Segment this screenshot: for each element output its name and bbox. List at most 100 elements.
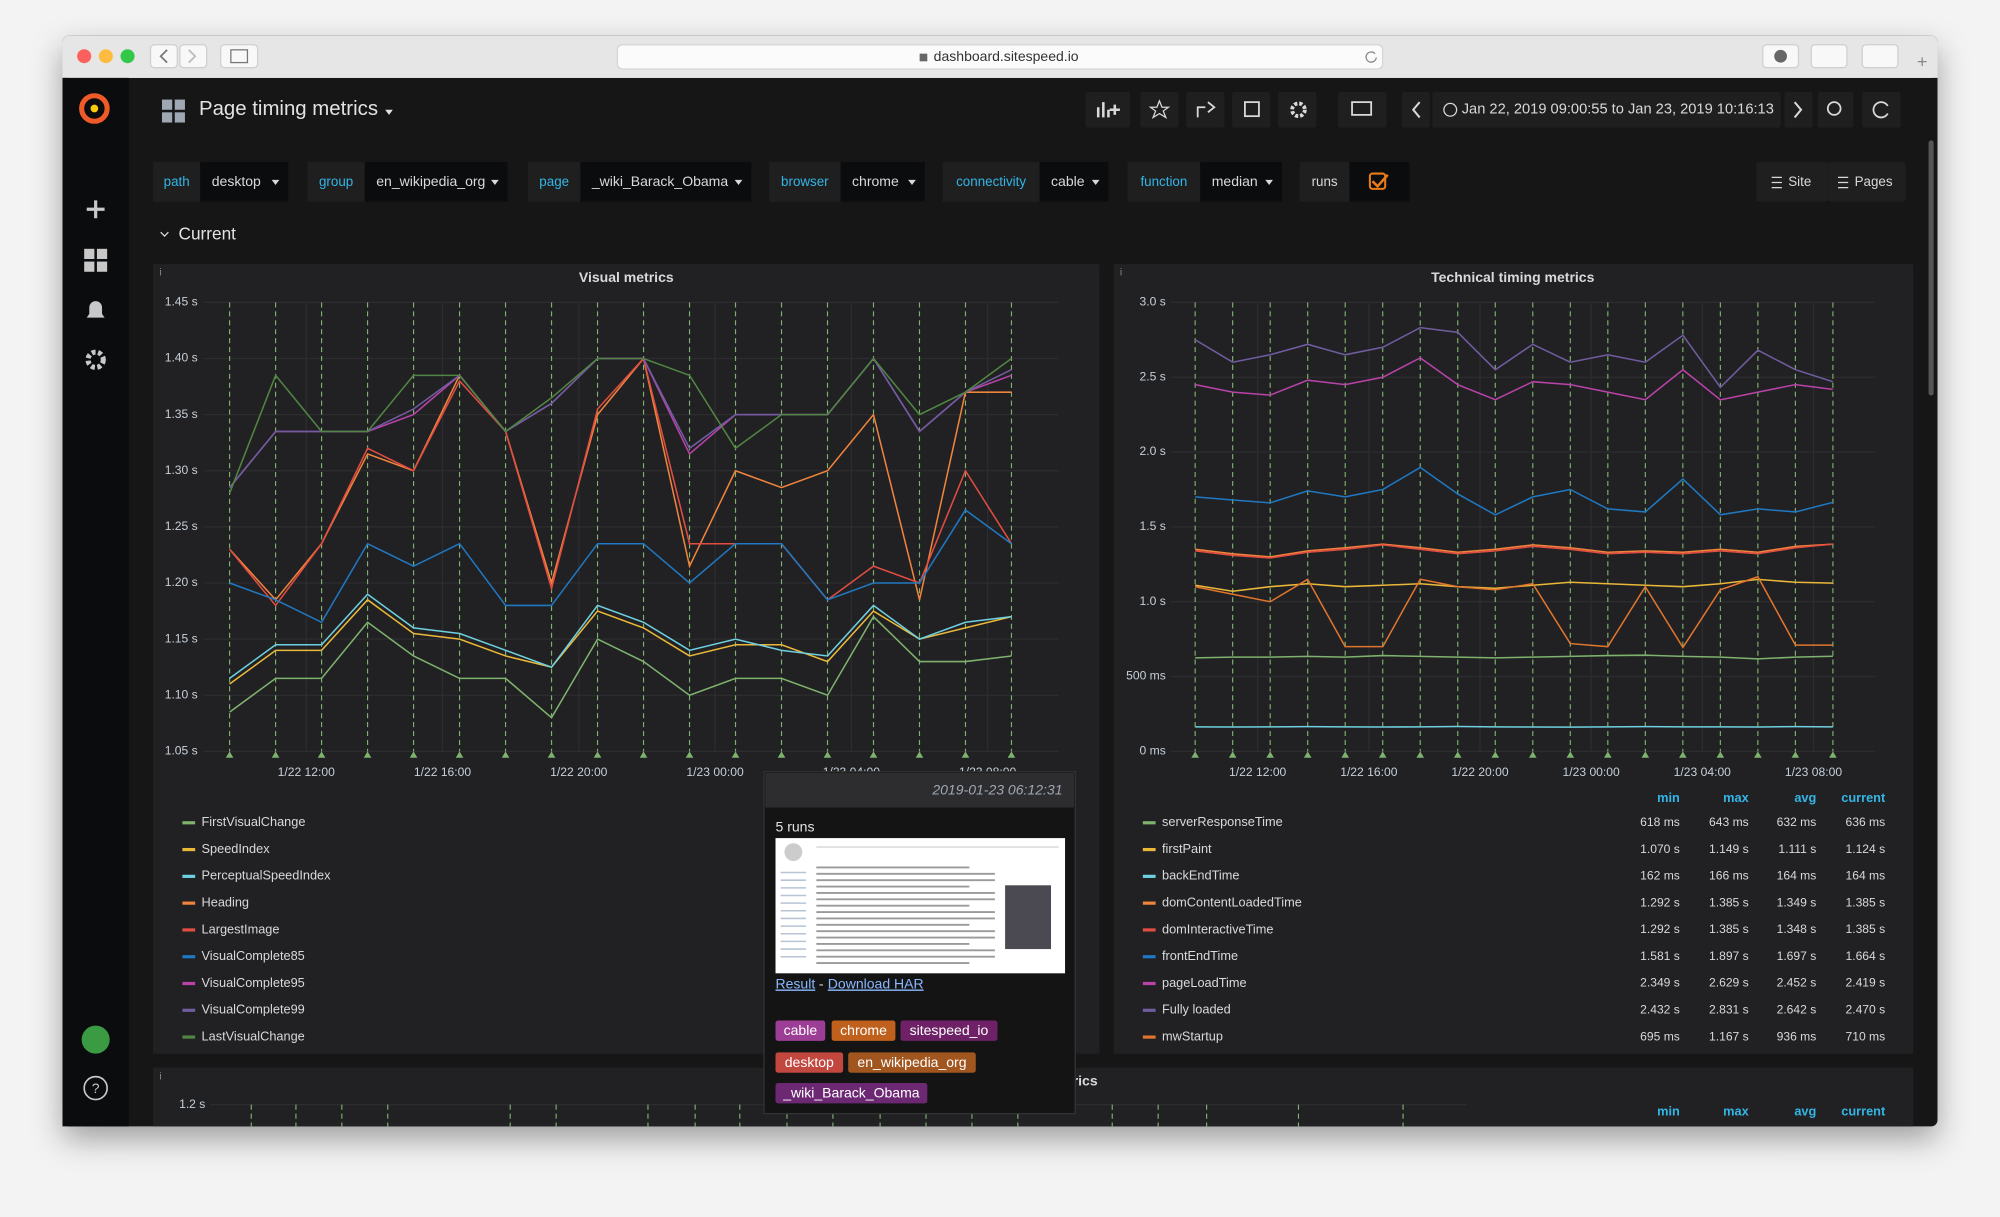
- annotation-marker[interactable]: [409, 751, 418, 758]
- legend-column-header[interactable]: avg: [1794, 1104, 1816, 1119]
- help-icon[interactable]: [83, 1075, 108, 1101]
- annotation-marker[interactable]: [731, 751, 740, 758]
- annotation-marker[interactable]: [1191, 751, 1199, 758]
- annotation-marker[interactable]: [1791, 751, 1800, 758]
- forward-button[interactable]: [179, 44, 208, 69]
- variable-value-box[interactable]: [364, 162, 508, 202]
- annotation-marker[interactable]: [1266, 751, 1275, 758]
- legend-label[interactable]: pageLoadTime: [1162, 975, 1247, 990]
- site-link-text[interactable]: Site: [1788, 174, 1811, 189]
- annotation-marker[interactable]: [639, 751, 648, 758]
- legend-column-header[interactable]: avg: [1794, 790, 1816, 805]
- legend-label[interactable]: LargestImage: [202, 921, 280, 936]
- legend-column-header[interactable]: min: [1657, 790, 1680, 805]
- address-bar[interactable]: [616, 44, 1384, 70]
- legend-column-header[interactable]: max: [1723, 790, 1749, 805]
- annotation-marker[interactable]: [1416, 751, 1425, 758]
- annotation-marker[interactable]: [1453, 751, 1462, 758]
- new-tab[interactable]: +: [1917, 51, 1927, 71]
- panel-info[interactable]: i: [1120, 268, 1122, 279]
- share-dash-button[interactable]: [1186, 91, 1225, 128]
- annotation-marker[interactable]: [1528, 751, 1537, 758]
- variable-value[interactable]: en_wikipedia_org: [376, 173, 485, 189]
- legend-label[interactable]: SpeedIndex: [202, 841, 271, 856]
- legend-label[interactable]: PerceptualSpeedIndex: [202, 868, 332, 883]
- legend-label[interactable]: VisualComplete85: [202, 948, 305, 963]
- variable-value[interactable]: chrome: [852, 173, 899, 189]
- back-button[interactable]: [149, 44, 178, 69]
- panel-title[interactable]: Visual metrics: [579, 269, 674, 285]
- pages-link-text[interactable]: Pages: [1855, 174, 1893, 189]
- share-button[interactable]: [1810, 44, 1848, 69]
- legend-label[interactable]: firstPaint: [1162, 841, 1212, 856]
- annotation-marker[interactable]: [1378, 751, 1387, 758]
- annotation-marker[interactable]: [455, 751, 464, 758]
- tooltip-link[interactable]: Download HAR: [828, 975, 924, 991]
- runs-checkbox[interactable]: [1368, 172, 1387, 190]
- settings-button[interactable]: [1278, 91, 1317, 128]
- legend-label[interactable]: VisualComplete99: [202, 1002, 305, 1017]
- panel-info[interactable]: i: [159, 268, 161, 279]
- annotation-marker[interactable]: [1007, 751, 1016, 758]
- annotation-marker[interactable]: [1641, 751, 1650, 758]
- annotation-marker[interactable]: [1754, 751, 1762, 758]
- annotation-marker[interactable]: [685, 751, 694, 758]
- annotation-marker[interactable]: [1341, 751, 1350, 758]
- legend-label[interactable]: domInteractiveTime: [1162, 921, 1273, 936]
- legend-column-header[interactable]: max: [1723, 1104, 1749, 1119]
- sidebar-button[interactable]: [220, 44, 259, 69]
- panel-title[interactable]: Technical timing metrics: [1431, 269, 1595, 285]
- annotation-marker[interactable]: [823, 751, 832, 758]
- annotation-marker[interactable]: [501, 751, 510, 758]
- annotation-marker[interactable]: [1829, 751, 1837, 758]
- minimize-button[interactable]: [98, 49, 113, 64]
- dashboard-title[interactable]: Page timing metrics: [199, 98, 378, 120]
- annotation-marker[interactable]: [363, 751, 372, 758]
- reload-icon[interactable]: [1365, 51, 1377, 63]
- zoom-out-button[interactable]: [1817, 91, 1854, 128]
- pages-link[interactable]: [1827, 162, 1906, 202]
- annotation-marker[interactable]: [915, 751, 924, 758]
- legend-label[interactable]: backEndTime: [1162, 868, 1239, 883]
- variable-value[interactable]: cable: [1051, 173, 1085, 189]
- grafana-logo[interactable]: [79, 93, 110, 124]
- refresh-button[interactable]: [1862, 91, 1901, 128]
- time-picker[interactable]: [1432, 91, 1781, 128]
- variable-value[interactable]: _wiki_Barack_Obama: [591, 173, 729, 189]
- annotation-marker[interactable]: [225, 751, 234, 758]
- row-collapse-icon[interactable]: [160, 231, 169, 237]
- alerts-icon[interactable]: [86, 301, 105, 318]
- annotation-marker[interactable]: [1566, 751, 1575, 758]
- legend-label[interactable]: domContentLoadedTime: [1162, 895, 1302, 910]
- annotation-marker[interactable]: [961, 751, 970, 758]
- zoom-button[interactable]: [120, 49, 135, 64]
- star-button[interactable]: [1140, 91, 1179, 128]
- panel-info[interactable]: i: [159, 1071, 161, 1082]
- annotation-marker[interactable]: [271, 751, 280, 758]
- legend-column-header[interactable]: min: [1657, 1104, 1680, 1119]
- row-title[interactable]: Current: [179, 223, 237, 243]
- annotation-marker[interactable]: [1716, 751, 1725, 758]
- site-link[interactable]: [1756, 162, 1828, 202]
- close-button[interactable]: [77, 49, 92, 64]
- save-button[interactable]: [1232, 91, 1271, 128]
- annotation-marker[interactable]: [777, 751, 786, 758]
- annotation-marker[interactable]: [1679, 751, 1687, 758]
- legend-label[interactable]: LastVisualChange: [202, 1028, 305, 1043]
- legend-label[interactable]: VisualComplete95: [202, 975, 305, 990]
- legend-label[interactable]: frontEndTime: [1162, 948, 1238, 963]
- legend-label[interactable]: Heading: [202, 895, 249, 910]
- dashboards-icon[interactable]: [84, 248, 108, 272]
- legend-label[interactable]: mwStartup: [1162, 1028, 1223, 1043]
- tv-mode-button[interactable]: [1338, 91, 1387, 128]
- time-back-button[interactable]: [1401, 91, 1430, 128]
- legend-label[interactable]: serverResponseTime: [1162, 814, 1283, 829]
- settings-icon[interactable]: [85, 349, 106, 370]
- annotation-marker[interactable]: [317, 751, 326, 758]
- annotation-marker[interactable]: [1303, 751, 1312, 758]
- annotation-marker[interactable]: [1491, 751, 1500, 758]
- annotation-marker[interactable]: [869, 751, 878, 758]
- user-avatar[interactable]: [81, 1025, 110, 1054]
- variable-value-box[interactable]: [580, 162, 752, 202]
- legend-column-header[interactable]: current: [1841, 1104, 1886, 1119]
